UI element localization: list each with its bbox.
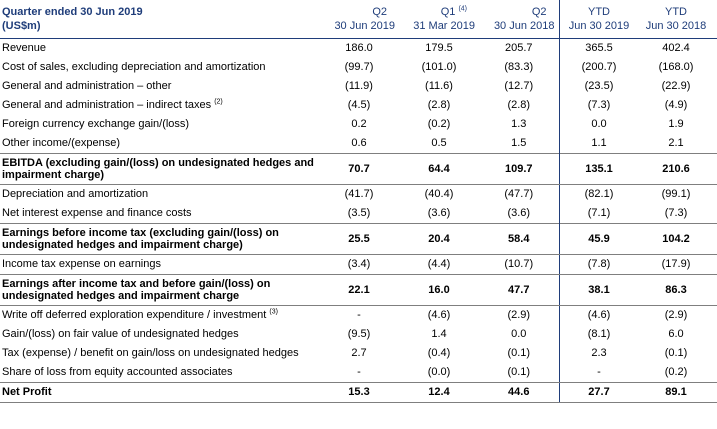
table-row: Cost of sales, excluding depreciation an… [0, 57, 717, 77]
table-row: General and administration – other (11.9… [0, 76, 717, 96]
header-row: Quarter ended 30 Jun 2019 (US$m) Q2 30 J… [0, 0, 717, 38]
total-row-net-profit: Net Profit 15.3 12.4 44.6 27.7 89.1 [0, 382, 717, 403]
column-header-q1-2019: Q1 (4) 31 Mar 2019 [413, 5, 475, 32]
table-row: General and administration – indirect ta… [0, 95, 717, 115]
table-units: (US$m) [2, 20, 41, 32]
column-header-ytd-2019: YTD Jun 30 2019 [568, 6, 630, 32]
table-row: Depreciation and amortization (41.7) (40… [0, 184, 717, 204]
table-row: Write off deferred exploration expenditu… [0, 305, 717, 325]
subtotal-row-eat: Earnings after income tax and before gai… [0, 274, 717, 306]
table-title: Quarter ended 30 Jun 2019 [2, 6, 143, 18]
subtotal-row-ebitda: EBITDA (excluding gain/(loss) on undesig… [0, 152, 717, 185]
table-title-cell: Quarter ended 30 Jun 2019 (US$m) [0, 0, 319, 38]
table-row: Gain/(loss) on fair value of undesignate… [0, 324, 717, 344]
column-separator [558, 0, 563, 38]
subtotal-row-ebt: Earnings before income tax (excluding ga… [0, 222, 717, 255]
table-row: Net interest expense and finance costs (… [0, 203, 717, 223]
footnote-ref: (2) [214, 98, 223, 106]
table-row: Foreign currency exchange gain/(loss) 0.… [0, 114, 717, 134]
footnote-ref: (3) [269, 308, 278, 316]
table-row: Tax (expense) / benefit on gain/loss on … [0, 343, 717, 363]
table-row: Revenue 186.0 179.5 205.7 365.5 402.4 [0, 38, 717, 58]
column-header-q2-2019: Q2 30 Jun 2019 [334, 6, 395, 32]
footnote-ref: (4) [458, 5, 467, 13]
financial-table: Quarter ended 30 Jun 2019 (US$m) Q2 30 J… [0, 0, 717, 403]
table-row: Other income/(expense) 0.6 0.5 1.5 1.1 2… [0, 133, 717, 153]
table-row: Share of loss from equity accounted asso… [0, 362, 717, 383]
column-header-q2-2018: Q2 30 Jun 2018 [493, 6, 555, 32]
column-header-ytd-2018: YTD Jun 30 2018 [645, 6, 707, 32]
table-row: Income tax expense on earnings (3.4) (4.… [0, 254, 717, 275]
